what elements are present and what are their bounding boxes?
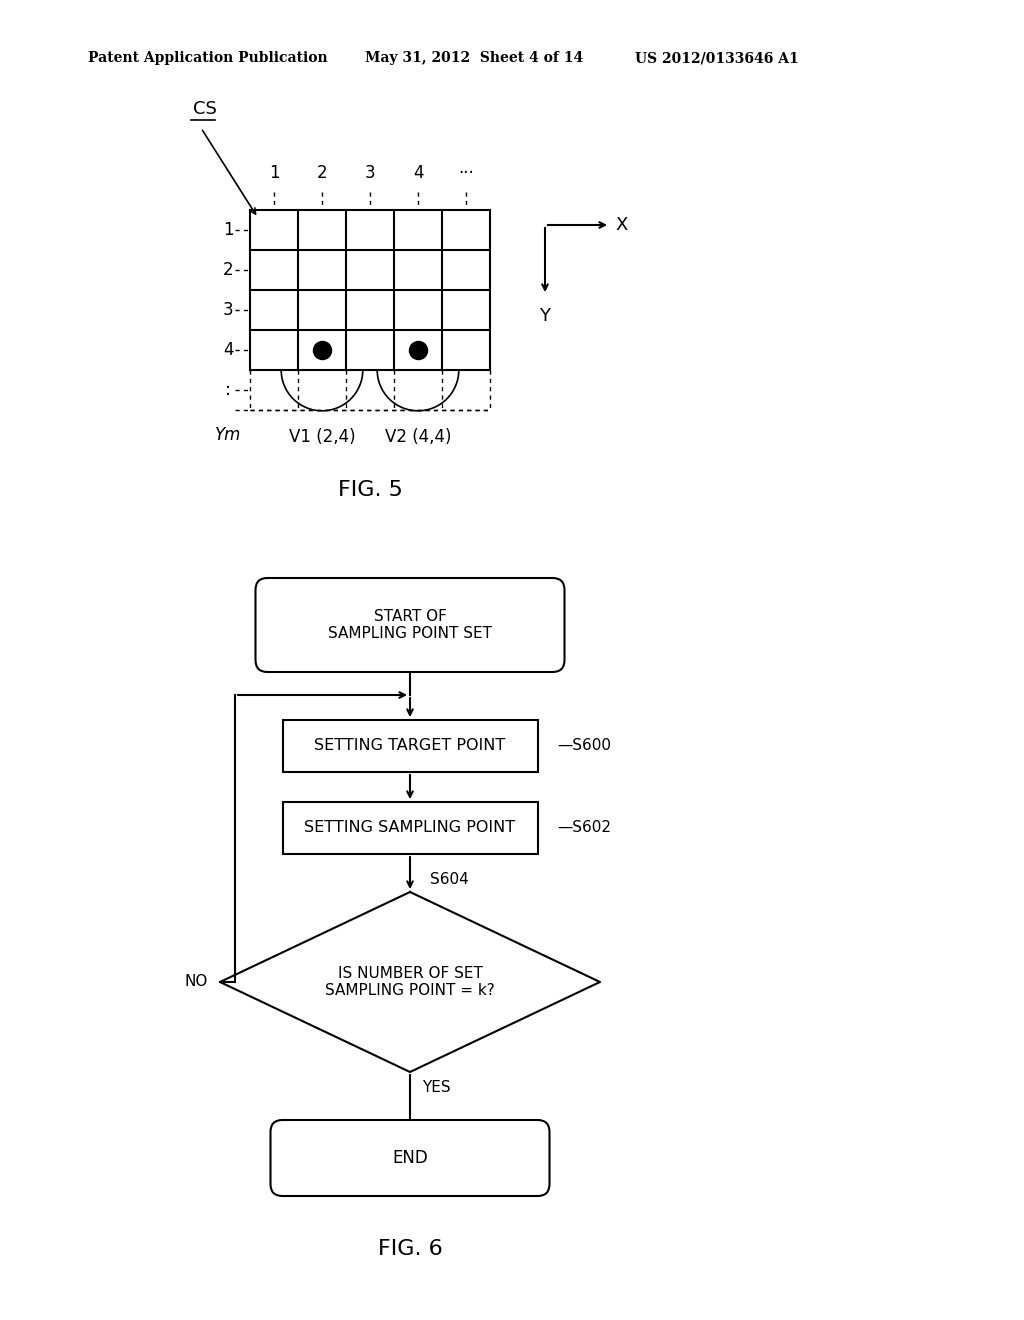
Polygon shape [220,892,600,1072]
Text: S604: S604 [430,873,469,887]
Text: YES: YES [422,1080,451,1096]
Text: May 31, 2012  Sheet 4 of 14: May 31, 2012 Sheet 4 of 14 [365,51,584,65]
Text: 2: 2 [222,261,233,279]
Text: NO: NO [184,974,208,990]
Text: START OF
SAMPLING POINT SET: START OF SAMPLING POINT SET [328,609,492,642]
Text: X: X [615,216,628,234]
Text: Y: Y [540,308,551,325]
Text: Patent Application Publication: Patent Application Publication [88,51,328,65]
Text: :: : [225,381,231,399]
Text: 3: 3 [222,301,233,319]
Text: CS: CS [193,100,217,117]
FancyBboxPatch shape [283,803,538,854]
Text: IS NUMBER OF SET
SAMPLING POINT = k?: IS NUMBER OF SET SAMPLING POINT = k? [326,966,495,998]
Text: 1: 1 [268,164,280,182]
Text: FIG. 5: FIG. 5 [338,480,402,500]
Text: SETTING SAMPLING POINT: SETTING SAMPLING POINT [304,821,515,836]
Text: SETTING TARGET POINT: SETTING TARGET POINT [314,738,506,754]
Text: 4: 4 [223,341,233,359]
Text: US 2012/0133646 A1: US 2012/0133646 A1 [635,51,799,65]
Text: END: END [392,1148,428,1167]
FancyBboxPatch shape [270,1119,550,1196]
Text: V2 (4,4): V2 (4,4) [385,428,452,446]
FancyBboxPatch shape [283,719,538,772]
Text: Ym: Ym [215,426,242,444]
Text: —S600: —S600 [557,738,611,754]
FancyBboxPatch shape [256,578,564,672]
Text: 4: 4 [413,164,423,182]
Text: FIG. 6: FIG. 6 [378,1239,442,1259]
Text: 2: 2 [316,164,328,182]
Text: 1: 1 [222,220,233,239]
Text: V1 (2,4): V1 (2,4) [289,428,355,446]
Text: ···: ··· [458,164,474,182]
Text: 3: 3 [365,164,376,182]
Text: —S602: —S602 [557,821,611,836]
